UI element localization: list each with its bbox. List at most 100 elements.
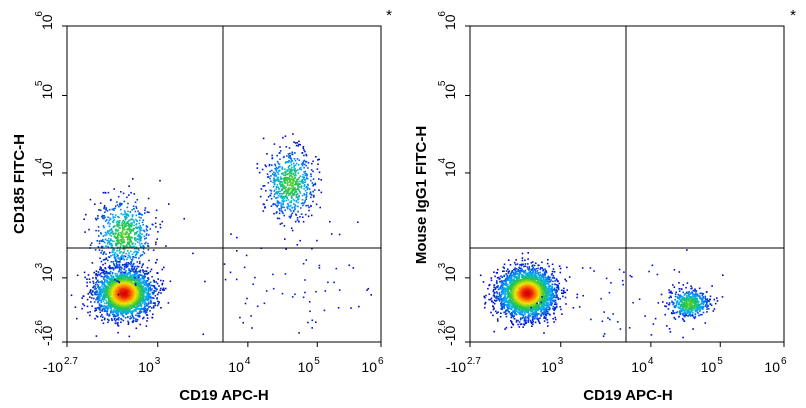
left-event-dot [81,307,83,310]
right-event-dot [504,294,506,296]
left-event-dot [130,312,133,314]
left-event-dot [297,178,299,181]
left-event-dot [92,282,95,284]
left-event-dot [134,238,136,240]
left-event-dot [127,250,129,252]
left-event-dot [139,213,141,215]
left-event-dot [131,223,133,226]
left-event-dot [103,205,106,207]
left-event-dot [111,271,114,274]
left-event-dot [275,170,278,173]
left-event-dot [120,212,122,215]
left-event-dot [276,190,278,193]
right-event-dot [500,282,503,284]
right-event-dot [493,307,495,310]
left-event-dot [312,184,314,187]
left-event-dot [101,281,103,284]
left-event-dot [304,174,307,177]
right-event-dot [558,265,561,267]
left-event-dot [89,289,92,292]
right-event-dot [531,271,534,274]
left-event-dot [102,322,105,325]
left-event-dot [102,300,105,303]
left-event-dot [133,275,136,277]
left-event-dot [125,266,128,269]
left-event-dot [112,233,114,236]
right-event-dot [505,281,507,283]
right-event-dot [527,315,529,317]
left-event-dot [286,173,288,176]
left-event-dot [99,297,101,299]
left-event-dot [95,281,97,284]
left-event-dot [318,267,321,269]
left-event-dot [120,317,122,320]
left-event-dot [305,177,308,179]
left-event-dot [88,291,91,294]
right-event-dot [510,272,513,274]
left-event-dot [152,305,155,307]
left-event-dot [123,228,126,231]
right-event-dot [485,294,487,297]
right-event-dot [521,259,524,262]
left-event-dot [121,310,124,312]
right-event-dot [498,291,501,294]
left-event-dot [288,147,291,149]
left-event-dot [168,203,170,205]
left-event-dot [131,215,134,218]
left-event-dot [121,241,124,243]
right-event-dot [508,275,511,278]
left-event-dot [106,239,108,242]
left-event-dot [279,190,281,193]
left-event-dot [115,274,117,277]
right-event-dot [536,315,538,317]
left-event-dot [81,297,83,299]
left-event-dot [107,300,110,303]
left-event-dot [143,303,146,306]
right-event-dot [537,272,539,274]
left-event-dot [142,278,145,280]
left-event-dot [131,303,134,306]
left-event-dot [138,297,140,299]
right-event-dot [546,280,548,282]
left-event-dot [295,144,298,147]
left-event-dot [127,273,130,275]
left-event-dot [145,233,148,235]
right-event-dot [550,290,553,292]
left-event-dot [105,270,108,273]
left-event-dot [107,294,110,297]
left-event-dot [142,229,144,232]
left-event-dot [281,173,284,175]
left-event-dot [101,308,104,310]
left-event-dot [310,196,312,199]
left-event-dot [110,309,113,311]
left-event-dot [108,237,110,240]
left-event-dot [98,235,100,237]
left-y-tick-label: -10 [39,326,55,346]
left-event-dot [149,288,151,291]
left-event-dot [124,232,127,235]
right-event-dot [508,303,510,306]
left-event-dot [282,193,284,195]
left-event-dot [275,166,278,169]
left-event-dot [131,310,134,312]
left-event-dot [291,196,293,199]
right-event-dot [513,268,516,271]
left-event-dot [145,272,148,275]
right-event-dot [524,259,526,262]
right-event-dot [548,265,550,268]
right-event-dot [549,285,551,287]
right-event-dot [543,320,546,322]
left-event-dot [122,319,125,322]
left-event-dot [156,288,158,291]
left-event-dot [97,301,99,304]
left-event-dot [124,278,126,281]
left-event-dot [303,194,306,196]
left-event-dot [294,220,297,223]
left-event-dot [112,291,114,294]
right-event-dot [510,320,512,322]
right-event-dot [544,307,546,309]
left-event-dot [140,284,143,286]
left-event-dot [133,251,135,254]
left-event-dot [294,142,297,144]
right-event-dot [540,310,542,313]
